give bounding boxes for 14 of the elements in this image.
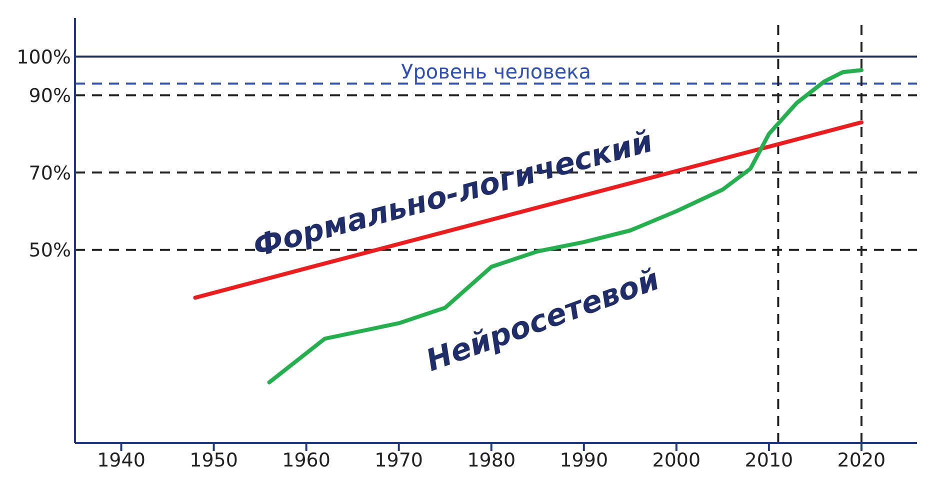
y-tick-label: 100% bbox=[16, 46, 71, 68]
y-tick-label: 50% bbox=[28, 240, 71, 262]
x-tick-label: 1940 bbox=[97, 449, 146, 472]
x-tick-label: 1990 bbox=[560, 449, 608, 472]
y-tick-label: 90% bbox=[28, 85, 71, 108]
x-tick-label: 2010 bbox=[744, 449, 794, 472]
x-tick-label: 1970 bbox=[374, 449, 424, 472]
ref-line-label: Уровень человека bbox=[401, 60, 591, 84]
x-tick-label: 2000 bbox=[652, 449, 701, 472]
x-tick-label: 2020 bbox=[837, 449, 886, 472]
x-tick-label: 1960 bbox=[282, 449, 330, 472]
x-tick-label: 1980 bbox=[467, 449, 516, 472]
x-tick-label: 1950 bbox=[190, 449, 238, 472]
y-tick-label: 70% bbox=[28, 162, 71, 184]
